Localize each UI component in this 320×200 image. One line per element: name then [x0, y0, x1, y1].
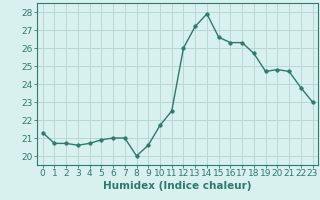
X-axis label: Humidex (Indice chaleur): Humidex (Indice chaleur)	[103, 181, 252, 191]
